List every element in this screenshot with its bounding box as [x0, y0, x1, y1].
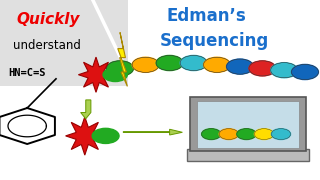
- Circle shape: [180, 55, 207, 71]
- Circle shape: [219, 129, 238, 140]
- Circle shape: [92, 128, 119, 143]
- Circle shape: [292, 64, 318, 80]
- Text: Sequencing: Sequencing: [160, 32, 269, 50]
- FancyBboxPatch shape: [190, 97, 306, 151]
- Circle shape: [271, 63, 298, 78]
- Polygon shape: [118, 32, 127, 86]
- Text: understand: understand: [13, 39, 81, 51]
- FancyBboxPatch shape: [187, 148, 309, 161]
- Circle shape: [227, 59, 253, 74]
- FancyBboxPatch shape: [197, 101, 299, 148]
- Text: Edman’s: Edman’s: [166, 7, 246, 25]
- Text: HN=C=S: HN=C=S: [8, 68, 45, 78]
- Circle shape: [249, 61, 276, 76]
- Circle shape: [237, 129, 256, 140]
- Circle shape: [271, 129, 291, 140]
- Polygon shape: [78, 57, 114, 92]
- Circle shape: [132, 57, 159, 72]
- Circle shape: [204, 57, 230, 72]
- FancyBboxPatch shape: [0, 0, 128, 86]
- Circle shape: [254, 129, 274, 140]
- Circle shape: [103, 68, 127, 82]
- Circle shape: [107, 61, 133, 76]
- Circle shape: [156, 55, 183, 71]
- Polygon shape: [81, 100, 91, 119]
- Polygon shape: [123, 129, 182, 135]
- Polygon shape: [66, 117, 104, 155]
- Circle shape: [202, 129, 221, 140]
- Text: Quickly: Quickly: [16, 12, 79, 27]
